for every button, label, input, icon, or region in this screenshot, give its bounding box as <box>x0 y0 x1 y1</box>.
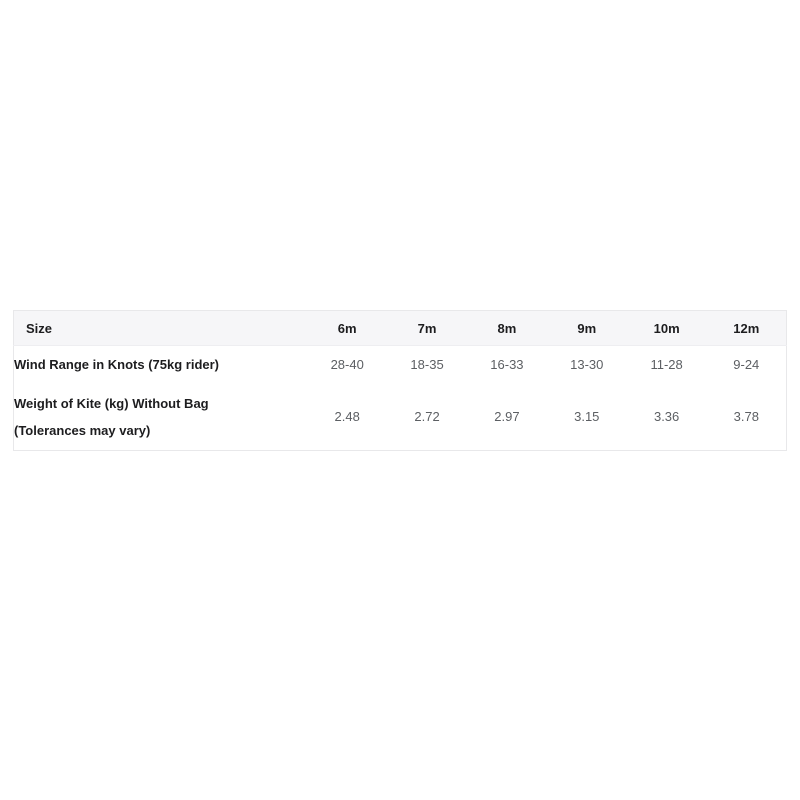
column-header-10m: 10m <box>626 310 707 346</box>
column-header-size: Size <box>13 310 308 346</box>
row-label-weight-note: (Tolerances may vary) <box>14 422 151 438</box>
cell-weight-6m: 2.48 <box>334 409 360 424</box>
cell-wind-range-12m: 9-24 <box>733 357 760 372</box>
column-header-9m: 9m <box>546 310 627 346</box>
cell-weight-12m: 3.78 <box>733 409 759 424</box>
table-row-wind-range: Wind Range in Knots (75kg rider) 28-40 1… <box>14 346 787 384</box>
row-label-weight-line: Weight of Kite (kg) Without Bag <box>14 395 209 411</box>
kite-specs-table: Size 6m 7m 8m 9m 10m 12m Wind Range in K… <box>13 310 787 451</box>
column-header-7m: 7m <box>387 310 467 346</box>
column-header-12m: 12m <box>706 310 787 346</box>
row-label-weight: Weight of Kite (kg) Without Bag (Toleran… <box>14 383 308 451</box>
column-header-6m: 6m <box>307 310 388 346</box>
cell-wind-range-6m: 28-40 <box>330 357 364 372</box>
cell-wind-range-8m: 16-33 <box>490 357 524 372</box>
cell-weight-8m: 2.97 <box>494 409 520 424</box>
cell-weight-10m: 3.36 <box>653 409 680 424</box>
cell-weight-7m: 2.72 <box>414 409 440 424</box>
cell-weight-9m: 3.15 <box>574 409 600 424</box>
table-header-row: Size 6m 7m 8m 9m 10m 12m <box>13 310 787 346</box>
cell-wind-range-7m: 18-35 <box>410 357 444 372</box>
row-label-wind-range: Wind Range in Knots (75kg rider) <box>14 357 220 372</box>
cell-wind-range-10m: 11-28 <box>650 357 683 372</box>
column-header-8m: 8m <box>466 310 547 346</box>
table-row-weight: Weight of Kite (kg) Without Bag (Toleran… <box>14 383 787 451</box>
cell-wind-range-9m: 13-30 <box>570 357 604 372</box>
